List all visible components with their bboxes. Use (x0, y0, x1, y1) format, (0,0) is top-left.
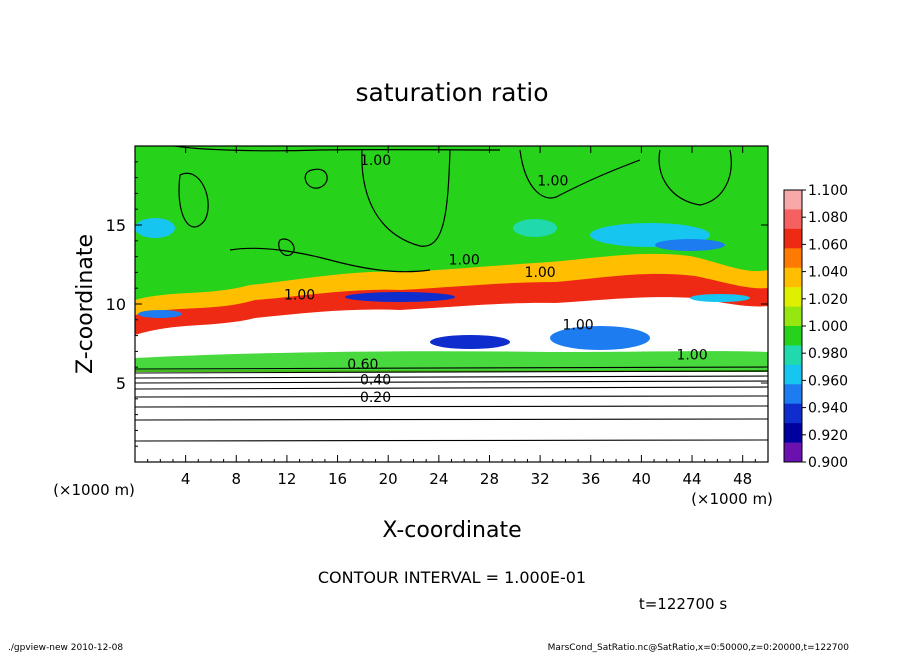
x-axis: 4 8 12 16 20 24 28 32 36 40 44 48 (147, 146, 756, 488)
x-tick-label: 28 (480, 470, 499, 488)
subsat-stripe (345, 292, 455, 302)
contour-label: 1.00 (525, 265, 556, 281)
x-tick-label: 40 (632, 470, 651, 488)
contour-line (361, 149, 451, 247)
contour-label: 0.20 (360, 390, 391, 406)
contour-line (135, 380, 768, 384)
colorbar: 1.100 1.080 1.060 1.040 1.020 1.000 0.980 0.960… (783, 183, 848, 471)
x-tick-label: 12 (277, 470, 296, 488)
contour-line (135, 439, 768, 442)
colorbar-label: 0.980 (808, 346, 848, 362)
colorbar-swatch (784, 209, 802, 230)
subsat-stripe (138, 310, 182, 318)
y-tick-label: 15 (106, 216, 126, 235)
contour-line (135, 375, 768, 379)
contour-label: 1.00 (563, 317, 594, 333)
x-axis-units: (×1000 m) (691, 490, 773, 508)
contour-line (658, 149, 732, 206)
colorbar-label: 1.040 (808, 265, 848, 281)
colorbar-label: 1.100 (808, 183, 848, 199)
dry-pocket (655, 239, 725, 251)
colorbar-swatch (784, 326, 802, 346)
field-dry-pockets (135, 218, 725, 251)
contour-lines-lower (135, 366, 768, 442)
colorbar-label: 0.920 (808, 428, 848, 444)
contour-line (278, 238, 295, 257)
x-tick-label: 24 (429, 470, 448, 488)
z-axis-units: (×1000 m) (53, 481, 135, 499)
colorbar-swatch (784, 306, 802, 327)
contour-label: 1.00 (537, 174, 568, 190)
contour-line (229, 247, 431, 273)
contour-line (304, 168, 328, 189)
colorbar-swatch (784, 423, 802, 444)
contour-line (135, 418, 768, 421)
contour-lines-upper (174, 146, 732, 273)
contour-line (519, 149, 641, 199)
contour-label: 1.00 (360, 153, 391, 169)
contour-line (135, 370, 768, 374)
dry-pocket (513, 219, 557, 237)
contour-label: 1.00 (676, 347, 707, 363)
footer-right: MarsCond_SatRatio.nc@SatRatio,x=0:50000,… (548, 643, 850, 653)
x-axis-label: X-coordinate (382, 518, 521, 543)
colorbar-label: 0.960 (808, 373, 848, 389)
colorbar-label: 1.000 (808, 319, 848, 335)
colorbar-label: 0.900 (808, 455, 848, 471)
y-tick-label: 10 (106, 295, 126, 314)
contour-line (135, 405, 768, 408)
x-tick-label: 16 (328, 470, 347, 488)
contour-line (135, 366, 768, 370)
subsat-stripe (690, 294, 750, 302)
colorbar-swatch (784, 228, 802, 249)
contour-line (135, 386, 768, 390)
contour-label: 1.00 (449, 253, 480, 269)
contour-line (135, 395, 768, 398)
subsat-stripe (430, 335, 510, 349)
contour-labels: 1.00 1.00 1.00 1.00 1.00 1.00 1.00 0.600.400.20 (284, 153, 708, 406)
colorbar-swatch (784, 248, 802, 269)
x-tick-label: 36 (581, 470, 600, 488)
x-tick-label: 4 (181, 470, 191, 488)
contour-label: 0.60 (347, 357, 378, 373)
time-text: t=122700 s (639, 595, 727, 613)
colorbar-swatch (784, 287, 802, 308)
y-axis-label: Z-coordinate (73, 234, 98, 374)
field-cloud-base-band (135, 351, 768, 372)
chart-title: saturation ratio (355, 78, 548, 107)
contour-interval-text: CONTOUR INTERVAL = 1.000E-01 (318, 568, 586, 587)
colorbar-swatch (784, 267, 802, 288)
colorbar-swatch (784, 364, 802, 385)
subsat-stripe (550, 326, 650, 350)
footer-left: ./gpview-new 2010-12-08 (8, 643, 123, 653)
colorbar-label: 0.940 (808, 401, 848, 417)
colorbar-swatch (784, 403, 802, 424)
x-tick-label: 32 (531, 470, 550, 488)
y-axis: 5 10 15 (106, 161, 768, 447)
field-cloud (135, 297, 768, 370)
contour-label: 1.00 (284, 287, 315, 303)
colorbar-swatch (784, 345, 802, 366)
x-tick-label: 48 (733, 470, 752, 488)
colorbar-swatch (784, 190, 802, 210)
x-tick-label: 44 (682, 470, 701, 488)
colorbar-label: 1.060 (808, 237, 848, 253)
colorbar-label: 1.080 (808, 210, 848, 226)
contour-label: 0.40 (360, 373, 391, 389)
contour-line (174, 146, 501, 152)
colorbar-swatch (784, 442, 802, 463)
plot-area (135, 146, 768, 462)
colorbar-swatch (784, 384, 802, 405)
field-subsat-stripes (138, 292, 750, 350)
x-tick-label: 8 (232, 470, 242, 488)
y-tick-label: 5 (116, 374, 126, 393)
x-tick-label: 20 (379, 470, 398, 488)
colorbar-label: 1.020 (808, 292, 848, 308)
contour-line (178, 172, 209, 228)
dry-pocket (135, 218, 175, 238)
